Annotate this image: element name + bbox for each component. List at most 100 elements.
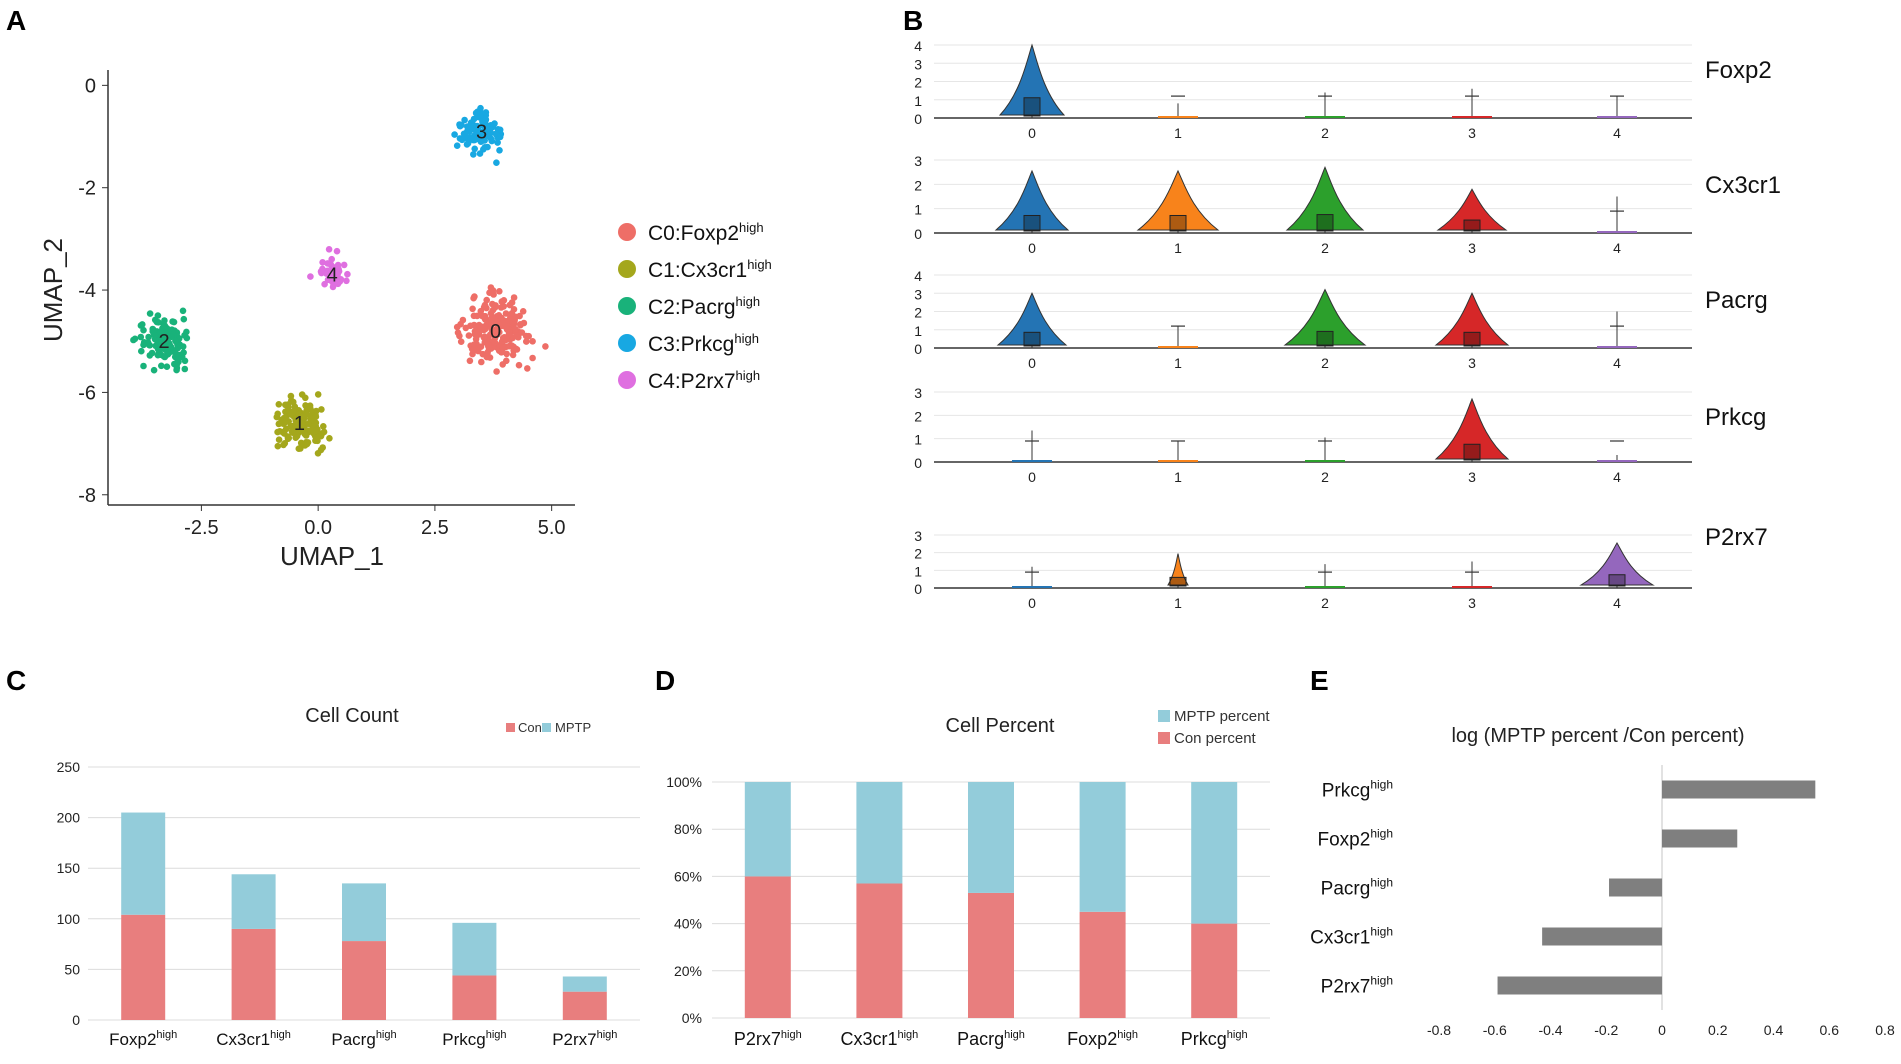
umap-point-c1 (326, 435, 333, 442)
umap-cluster-ids: 0 1 2 3 4 (158, 121, 501, 435)
umap-point-c4 (329, 266, 337, 273)
umap-point-c1 (312, 413, 320, 421)
umap-point-c3 (496, 126, 504, 134)
count-x-label-pacrg: Pacrghigh (331, 1029, 396, 1049)
gene-label-prkcg: Prkcg (1705, 404, 1766, 431)
violin-x-tick-label: 0 (1028, 469, 1036, 485)
count-bar-mptp-pacrg (342, 883, 386, 942)
umap-point-c1 (287, 411, 295, 418)
violin-x-tick-label: 3 (1468, 125, 1476, 141)
umap-point-c1 (302, 440, 310, 448)
umap-point-c3 (494, 139, 501, 146)
count-y-tick-label: 250 (57, 759, 81, 775)
umap-point-c0 (474, 347, 482, 355)
umap-point-c3 (482, 109, 490, 116)
umap-point-c1 (275, 436, 283, 444)
umap-point-c1 (282, 401, 289, 409)
violin-x-tick-label: 2 (1321, 355, 1329, 371)
count-y-tick-label: 50 (64, 961, 80, 977)
violin-box-c0 (1023, 214, 1041, 232)
umap-point-c0 (489, 328, 496, 336)
violin-x-tick-label: 4 (1613, 469, 1621, 485)
gene-label-p2rx7: P2rx7 (1705, 524, 1768, 551)
violin-y-tick-label: 2 (914, 305, 922, 321)
legend-con-label: Con (518, 720, 542, 735)
umap-point-c4 (340, 261, 348, 269)
legend-mptp-percent-label: MPTP percent (1174, 708, 1270, 725)
violin-x-tick-label: 4 (1613, 240, 1621, 256)
cell-percent-chart: Cell Percent MPTP percent Con percent 10… (666, 708, 1270, 1049)
umap-point-c1 (281, 419, 289, 427)
legend-dot-c4 (618, 371, 636, 389)
violin-y-tick-label: 1 (914, 432, 922, 448)
legend-mptp-label: MPTP (555, 720, 591, 735)
umap-point-c2 (164, 347, 171, 355)
percent-x-label-prkcg: Prkcghigh (1181, 1029, 1248, 1049)
violin-y-tick-label: 1 (914, 93, 922, 109)
umap-point-c0 (488, 320, 496, 328)
log-x-tick-label: -0.6 (1483, 1022, 1507, 1038)
umap-point-c0 (525, 332, 532, 340)
legend-dot-c1 (618, 260, 636, 278)
violin-x-tick-label: 0 (1028, 240, 1036, 256)
umap-point-c0 (465, 332, 473, 339)
umap-point-c3 (482, 116, 490, 124)
umap-cluster-id-4: 4 (327, 265, 338, 287)
count-bar-con-cx3cr1 (231, 928, 276, 1020)
violin-x-tick-label: 1 (1174, 240, 1182, 256)
umap-point-c0 (503, 350, 511, 358)
count-bar-con-p2rx7 (562, 991, 607, 1020)
violin-x-tick-label: 3 (1468, 469, 1476, 485)
umap-point-c0 (454, 329, 462, 337)
umap-point-c2 (158, 362, 165, 370)
umap-point-c0 (529, 354, 536, 362)
umap-point-c2 (164, 333, 172, 341)
umap-point-c0 (457, 338, 465, 346)
legend-dot-c2 (618, 297, 636, 315)
umap-point-c4 (343, 277, 350, 285)
percent-bar-mptp-pacrg (968, 782, 1014, 893)
legend-mptp-swatch (542, 723, 551, 732)
umap-point-c0 (502, 310, 510, 317)
umap-point-c0 (459, 316, 467, 324)
violin-shape-c3 (1434, 292, 1510, 346)
umap-point-c2 (154, 312, 162, 319)
umap-point-c1 (292, 434, 300, 442)
umap-point-c2 (172, 337, 179, 345)
umap-y-label: UMAP_2 (38, 238, 68, 342)
violin-box-c2 (1316, 214, 1334, 232)
violin-x-tick-label: 0 (1028, 125, 1036, 141)
umap-point-c1 (274, 410, 282, 418)
violin-shape-c0 (998, 43, 1066, 116)
count-x-label-cx3cr1: Cx3cr1high (216, 1029, 291, 1049)
cell-count-title: Cell Count (305, 705, 399, 727)
umap-point-c0 (491, 339, 499, 347)
umap-point-c0 (542, 343, 549, 350)
log-y-label-prkcg: Prkcghigh (1322, 778, 1393, 802)
percent-bar-mptp-p2rx7 (744, 782, 791, 877)
umap-y-tick-label: -8 (78, 485, 96, 507)
umap-point-c3 (468, 123, 476, 131)
log-x-tick-label: -0.8 (1427, 1022, 1451, 1038)
violin-y-tick-label: 1 (914, 323, 922, 339)
log-y-label-pacrg: Pacrghigh (1321, 876, 1393, 900)
umap-point-c3 (496, 133, 504, 141)
violin-box-c1 (1169, 214, 1187, 232)
violin-box-c3 (1463, 443, 1481, 461)
violin-x-tick-label: 4 (1613, 125, 1621, 141)
umap-point-c4 (327, 260, 334, 267)
umap-point-c3 (470, 151, 477, 158)
count-y-tick-label: 200 (57, 810, 81, 826)
umap-point-c0 (453, 323, 461, 331)
umap-point-c0 (462, 324, 470, 332)
umap-point-c2 (146, 310, 154, 317)
umap-point-c1 (303, 411, 311, 418)
log-bar-prkcg (1662, 780, 1816, 799)
umap-point-c1 (274, 442, 282, 450)
umap-point-c2 (150, 366, 158, 374)
umap-point-c2 (154, 351, 162, 359)
umap-point-c2 (137, 333, 145, 341)
umap-y-tick-label: -4 (78, 280, 96, 302)
umap-point-c0 (488, 314, 496, 321)
